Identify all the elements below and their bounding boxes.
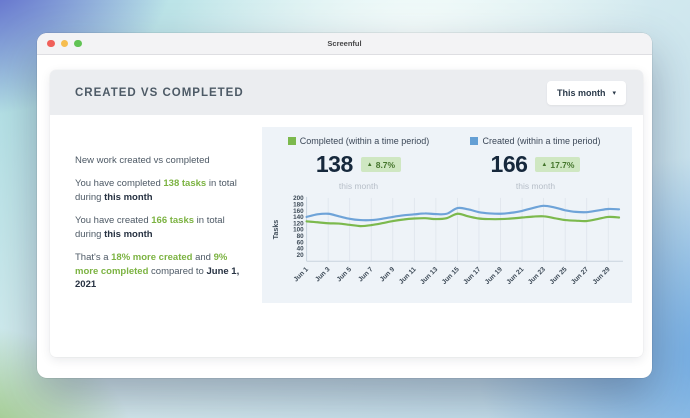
svg-text:Jun 1: Jun 1 [293, 266, 311, 284]
legend-created: Created (within a time period) [470, 136, 601, 147]
summary-line-intro: New work created vs completed [75, 155, 210, 166]
svg-text:Jun 27: Jun 27 [570, 266, 590, 285]
svg-text:Jun 23: Jun 23 [527, 266, 547, 285]
svg-text:120: 120 [293, 221, 304, 228]
chart-panel: Completed (within a time period) 138 ▲ 8.… [262, 127, 632, 303]
comparison-date: June 1, 2021 [75, 265, 240, 291]
created-delta-highlight: 18% more created [111, 252, 193, 264]
svg-text:160: 160 [293, 208, 304, 215]
created-series-swatch [470, 137, 479, 145]
summary-line-completed: You have completed 138 tasks in total du… [75, 178, 237, 203]
summary-line-created: You have created 166 tasks in total duri… [75, 215, 225, 240]
svg-text:80: 80 [297, 233, 305, 240]
created-count-highlight: 166 tasks [151, 215, 195, 227]
zoom-window-button[interactable] [74, 39, 82, 48]
trend-up-icon: ▲ [366, 161, 373, 168]
stat-completed: Completed (within a time period) 138 ▲ 8.… [274, 136, 444, 191]
completed-delta-highlight: 9% more completed [75, 252, 228, 277]
summary-text: New work created vs completed You have c… [75, 127, 262, 303]
window-titlebar: Screenful [37, 33, 652, 55]
created-period-caption: this month [515, 181, 556, 192]
created-delta-badge: ▲ 17.7% [535, 157, 581, 173]
completed-series-swatch [287, 137, 296, 145]
svg-text:Jun 17: Jun 17 [462, 266, 482, 285]
svg-text:Jun 3: Jun 3 [314, 266, 332, 284]
completed-delta-badge: ▲ 8.7% [360, 157, 402, 173]
svg-text:Jun 29: Jun 29 [592, 266, 612, 285]
created-total-value: 166 [490, 151, 528, 178]
svg-text:100: 100 [293, 227, 304, 234]
app-window: Screenful CREATED VS COMPLETED This mont… [37, 33, 652, 378]
svg-text:Tasks: Tasks [272, 220, 280, 240]
legend-completed: Completed (within a time period) [287, 136, 430, 147]
svg-text:60: 60 [297, 240, 305, 247]
svg-text:20: 20 [297, 252, 305, 259]
window-content: CREATED VS COMPLETED This month ▾ New wo… [37, 55, 652, 357]
svg-text:200: 200 [293, 195, 304, 202]
period-dropdown-label: This month [556, 87, 606, 98]
stat-created: Created (within a time period) 166 ▲ 17.7… [451, 136, 621, 191]
window-controls [47, 39, 82, 48]
card-header: CREATED VS COMPLETED This month ▾ [50, 70, 643, 115]
stats-row: Completed (within a time period) 138 ▲ 8.… [270, 136, 624, 191]
svg-text:Jun 9: Jun 9 [379, 266, 397, 284]
trend-up-icon: ▲ [541, 161, 548, 168]
svg-text:Jun 21: Jun 21 [505, 266, 525, 285]
completed-total-value: 138 [315, 151, 353, 178]
svg-text:40: 40 [297, 246, 305, 253]
minimize-window-button[interactable] [60, 39, 68, 48]
completed-period-caption: this month [338, 181, 379, 192]
card-title: CREATED VS COMPLETED [75, 86, 244, 99]
created-vs-completed-card: CREATED VS COMPLETED This month ▾ New wo… [50, 70, 643, 357]
svg-text:Jun 11: Jun 11 [398, 266, 418, 285]
period-dropdown[interactable]: This month ▾ [546, 80, 626, 105]
svg-text:140: 140 [293, 214, 304, 221]
summary-line-comparison: That's a 18% more created and 9% more co… [75, 252, 240, 291]
legend-created-label: Created (within a time period) [482, 136, 601, 146]
close-window-button[interactable] [47, 39, 55, 48]
window-title: Screenful [327, 39, 362, 48]
svg-text:Jun 13: Jun 13 [419, 266, 439, 285]
svg-text:Jun 15: Jun 15 [441, 266, 461, 285]
svg-text:Jun 5: Jun 5 [336, 266, 354, 284]
svg-text:Jun 7: Jun 7 [357, 266, 375, 284]
svg-text:Jun 25: Jun 25 [549, 266, 569, 285]
svg-text:180: 180 [293, 202, 304, 209]
card-body: New work created vs completed You have c… [50, 115, 643, 303]
completed-count-highlight: 138 tasks [163, 178, 207, 190]
legend-completed-label: Completed (within a time period) [299, 136, 430, 146]
tasks-line-chart[interactable]: Jun 1 Jun 3 Jun 5 Jun 7 Jun 9 Jun 11 Jun 13 Jun… [270, 192, 624, 285]
chevron-down-icon: ▾ [612, 89, 616, 97]
svg-text:Jun 19: Jun 19 [484, 266, 504, 285]
